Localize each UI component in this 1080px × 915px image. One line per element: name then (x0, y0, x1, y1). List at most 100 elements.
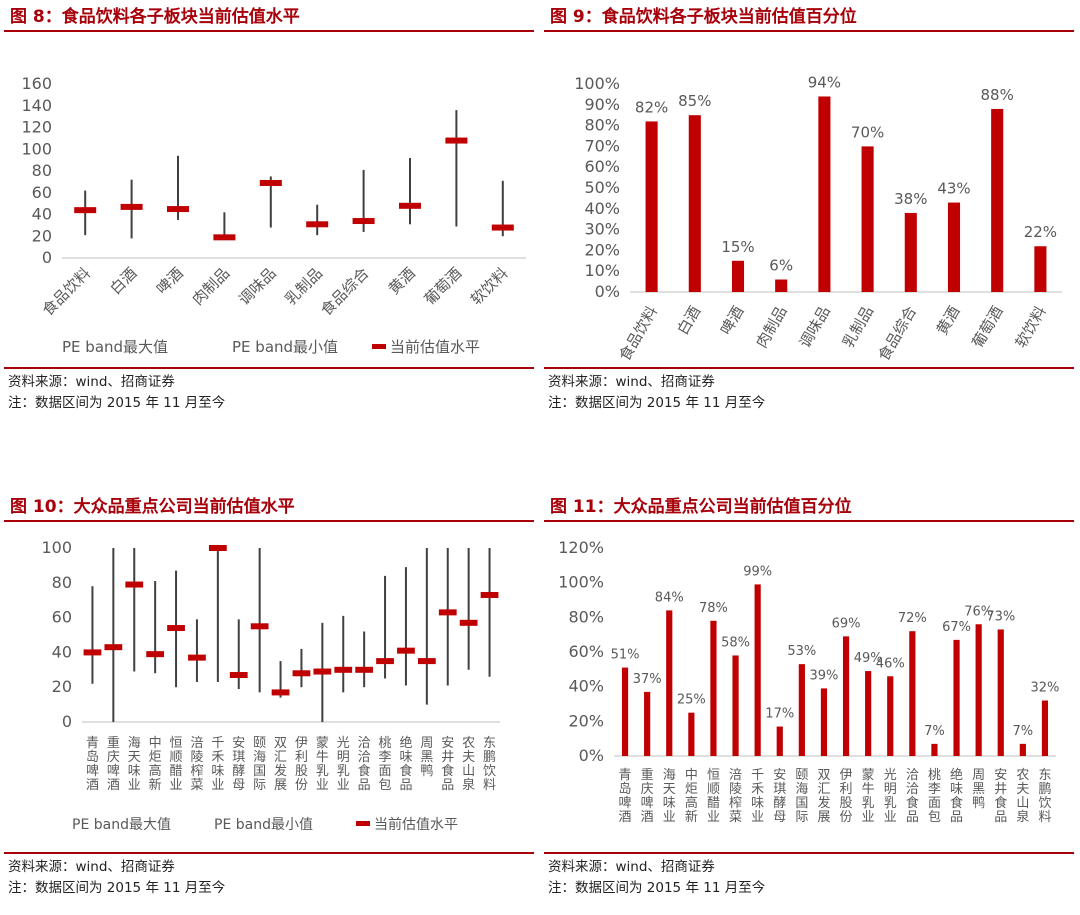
fig9-x-tick-label: 肉制品 (753, 303, 791, 351)
figure-10-title: 图 10：大众品重点公司当前估值水平 (4, 494, 534, 522)
fig9-x-tick-label: 调味品 (796, 303, 834, 351)
figure-10-chart: 0 20 40 60 80 100 青岛啤酒重庆啤酒海天味业中炬高新恒顺醋业涪陵榨菜千禾味业… (41, 538, 500, 833)
fig11-bar (1019, 743, 1026, 756)
fig10-legend-current: 当前估值水平 (374, 816, 458, 833)
fig9-x-tick-label: 食品综合 (875, 303, 921, 364)
fig10-x-tick-label: 绝味食品 (399, 735, 412, 793)
fig9-bar (947, 202, 961, 292)
fig10-x-tick-label: 恒顺醋业 (170, 736, 183, 793)
fig9-y-tick: 70% (584, 136, 620, 155)
fig10-x-tick-label: 青岛啤酒 (86, 736, 99, 793)
figure-10-source: 资料来源：wind、招商证券 注：数据区间为 2015 年 11 月至今 (4, 852, 534, 899)
fig8-x-tick-label: 软饮料 (467, 264, 512, 309)
fig9-bar (818, 96, 831, 292)
fig9-bar (688, 115, 701, 292)
fig10-x-tick-label: 光明乳业 (337, 736, 350, 793)
fig8-current-value-marker (167, 206, 189, 213)
fig9-y-tick: 60% (584, 157, 620, 176)
fig8-current-value-marker (445, 137, 468, 144)
fig11-bar (644, 691, 651, 756)
fig11-bar (997, 629, 1004, 756)
fig11-x-tick-label: 洽洽食品 (906, 768, 919, 825)
fig8-x-tick-label: 食品饮料 (39, 264, 94, 319)
fig11-x-tick-label: 海天味业 (663, 768, 676, 825)
fig10-x-tick-label: 东鹏饮料 (483, 736, 496, 793)
fig10-current-value-marker (376, 658, 394, 665)
fig11-data-label: 99% (743, 564, 772, 579)
fig10-current-value-marker (397, 647, 415, 654)
fig8-y-tick: 60 (32, 183, 52, 202)
fig9-y-tick: 100% (574, 74, 620, 93)
figure-10-note-text: 注：数据区间为 2015 年 11 月至今 (8, 880, 226, 896)
fig10-x-tick-label: 洽洽食品 (358, 736, 371, 793)
fig10-current-value-marker (208, 545, 227, 551)
figure-8-source: 资料来源：wind、招商证券 注：数据区间为 2015 年 11 月至今 (4, 367, 534, 414)
fig9-x-tick-label: 乳制品 (839, 303, 877, 351)
fig11-x-tick-label: 颐海国际 (795, 768, 808, 825)
fig9-x-tick-label: 啤酒 (717, 303, 748, 338)
fig9-x-tick-label: 黄酒 (933, 303, 964, 338)
fig11-bar (666, 610, 673, 756)
fig10-y-tick: 0 (62, 712, 72, 731)
fig9-y-tick: 80% (584, 116, 620, 135)
fig8-current-value-marker (74, 207, 97, 214)
fig10-x-tick-label: 海天味业 (128, 736, 141, 793)
fig11-y-tick: 0% (579, 746, 604, 765)
fig11-data-label: 39% (809, 668, 838, 683)
fig10-x-tick-label: 伊利股份 (295, 736, 308, 793)
fig10-current-value-marker (292, 670, 311, 677)
fig9-y-tick: 0% (595, 282, 620, 301)
fig10-current-value-marker (104, 644, 123, 651)
fig11-data-label: 58% (721, 635, 750, 650)
fig9-data-label: 94% (808, 73, 841, 91)
fig9-data-label: 88% (981, 86, 1014, 104)
fig11-data-label: 25% (677, 693, 706, 708)
fig8-y-tick: 0 (42, 248, 52, 267)
fig11-x-tick-label: 重庆啤酒 (641, 767, 654, 825)
fig11-bar (732, 655, 739, 756)
fig9-y-tick: 30% (584, 220, 620, 239)
fig11-bar (975, 624, 982, 756)
fig11-data-label: 51% (611, 648, 640, 663)
fig11-y-tick: 120% (558, 538, 604, 557)
figure-11-chart: 0% 20% 40% 60% 80% 100% 120% 51% 37% 84% 25% 78% 58%… (558, 538, 1059, 825)
fig9-x-tick-label: 白酒 (674, 303, 705, 338)
fig9-y-tick: 10% (584, 261, 620, 280)
fig9-bar (775, 279, 788, 292)
fig11-data-label: 78% (699, 601, 728, 616)
figure-11-title: 图 11：大众品重点公司当前估值百分位 (544, 494, 1074, 522)
fig9-data-label: 82% (635, 98, 668, 116)
fig11-bar (1041, 700, 1049, 756)
figure-9-chart: 0%10%20%30%40%50%60%70%80%90%100%82% 85%1… (574, 73, 1062, 364)
fig9-data-label: 70% (851, 123, 884, 141)
fig10-y-tick: 100 (41, 538, 72, 557)
fig9-data-label: 15% (721, 238, 754, 256)
fig11-x-tick-label: 光明乳业 (884, 768, 897, 825)
fig11-x-tick-label: 东鹏饮料 (1038, 768, 1051, 825)
fig9-y-tick: 50% (584, 178, 620, 197)
fig10-legend-min: PE band最小值 (214, 817, 313, 833)
fig9-data-label: 85% (678, 92, 711, 110)
fig10-current-value-marker (459, 619, 478, 626)
fig11-bar (798, 664, 805, 756)
fig9-data-label: 6% (769, 257, 793, 275)
fig9-data-label: 38% (894, 190, 927, 208)
fig9-bar (731, 260, 745, 292)
fig8-x-tick-label: 黄酒 (385, 264, 419, 298)
fig9-y-tick: 40% (584, 199, 620, 218)
fig10-y-tick: 20 (52, 677, 72, 696)
fig9-x-tick-label: 食品饮料 (615, 303, 661, 364)
fig11-bar (688, 712, 695, 756)
fig10-x-tick-label: 周黑鸭 (420, 736, 433, 779)
fig8-y-tick: 20 (32, 226, 52, 245)
fig8-y-tick: 140 (21, 96, 52, 115)
fig10-x-tick-label: 安井食品 (441, 736, 454, 793)
fig11-data-label: 17% (765, 707, 794, 722)
fig10-x-tick-label: 桃李面包 (379, 736, 392, 793)
fig11-data-label: 76% (964, 604, 993, 619)
fig8-x-tick-label: 葡萄酒 (421, 264, 466, 309)
fig10-x-tick-label: 涪陵榨菜 (190, 736, 203, 793)
fig9-bar (904, 212, 917, 292)
fig8-current-value-marker (120, 203, 143, 210)
fig11-bar (621, 667, 629, 756)
